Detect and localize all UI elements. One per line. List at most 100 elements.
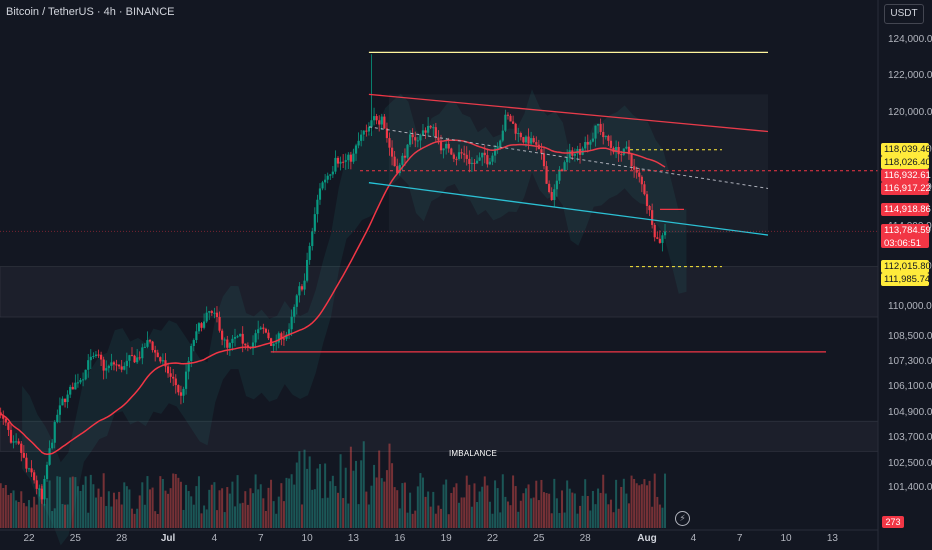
volume-bar xyxy=(277,496,280,528)
candle-body xyxy=(197,323,201,332)
volume-bar xyxy=(259,484,262,528)
volume-bar xyxy=(102,473,105,528)
volume-bar xyxy=(151,487,154,528)
volume-bar xyxy=(285,477,288,528)
candle-body xyxy=(143,346,146,348)
volume-bar xyxy=(293,484,296,528)
candle-body xyxy=(393,156,396,167)
price-tick-label: 120,000.00 xyxy=(888,106,932,118)
volume-bar xyxy=(316,468,319,528)
volume-bar xyxy=(112,492,115,528)
candle-body xyxy=(401,155,404,165)
candle-body xyxy=(558,169,561,181)
time-tick-label: 13 xyxy=(826,533,838,544)
candle-body xyxy=(501,130,504,141)
volume-bar xyxy=(597,488,600,528)
volume-bar xyxy=(94,497,97,528)
bolt-icon[interactable]: ⚡ xyxy=(675,511,690,526)
candle-body xyxy=(596,124,600,126)
candle-body xyxy=(594,125,597,139)
time-tick-label: 28 xyxy=(116,533,128,544)
candle-body xyxy=(661,235,664,243)
candle-body xyxy=(493,148,497,156)
price-tick-label: 106,100.00 xyxy=(888,381,932,393)
volume-bar xyxy=(424,496,427,528)
volume-bar xyxy=(646,485,648,528)
candle-body xyxy=(313,214,316,232)
volume-bar xyxy=(107,491,110,528)
volume-bar xyxy=(213,482,216,528)
volume-bar xyxy=(143,504,146,528)
volume-bar xyxy=(267,487,270,528)
volume-bar xyxy=(380,478,383,528)
candle-body xyxy=(203,321,206,328)
imbalance-label: IMBALANCE xyxy=(449,449,498,458)
volume-bar xyxy=(270,479,273,528)
volume-bar xyxy=(355,460,358,528)
currency-button[interactable]: USDT xyxy=(884,4,924,24)
candle-body xyxy=(383,116,386,129)
candle-body xyxy=(427,125,430,133)
candle-body xyxy=(123,366,126,370)
volume-bar xyxy=(664,473,667,528)
candle-body xyxy=(434,127,437,138)
candle-body xyxy=(154,350,157,353)
volume-bar xyxy=(367,504,370,528)
candle-body xyxy=(388,138,391,148)
candle-body xyxy=(61,398,64,406)
volume-bar xyxy=(455,483,458,528)
candle-body xyxy=(357,140,360,146)
candle-body xyxy=(195,331,198,341)
candle-body xyxy=(651,210,654,225)
candle-body xyxy=(262,327,265,329)
volume-bar xyxy=(398,508,401,528)
candle-body xyxy=(226,339,229,348)
volume-bar xyxy=(548,493,551,528)
symbol-title[interactable]: Bitcoin / TetherUS · 4h · BINANCE xyxy=(6,6,175,18)
volume-bar xyxy=(236,475,239,528)
volume-bar xyxy=(15,500,18,528)
volume-bar xyxy=(215,510,218,528)
candle-body xyxy=(110,362,113,366)
volume-bar xyxy=(234,506,236,528)
volume-bar xyxy=(661,507,664,528)
candle-body xyxy=(573,153,576,156)
candle-body xyxy=(45,464,49,479)
volume-bar xyxy=(421,477,424,528)
candle-body xyxy=(527,136,530,144)
candle-body xyxy=(648,205,651,211)
volume-bar xyxy=(638,485,641,528)
candle-body xyxy=(179,392,183,396)
price-tick-label: 108,500.00 xyxy=(888,331,932,343)
candle-body xyxy=(89,356,92,361)
volume-bar xyxy=(329,481,332,528)
candle-body xyxy=(424,130,427,133)
volume-bar xyxy=(125,486,128,528)
candle-body xyxy=(602,131,605,138)
candle-body xyxy=(298,286,301,296)
volume-bar xyxy=(563,512,566,528)
volume-bar xyxy=(615,479,618,528)
time-tick-label: Aug xyxy=(637,533,657,544)
volume-bar xyxy=(205,509,208,528)
candle-body xyxy=(223,339,226,341)
time-tick-label: 10 xyxy=(301,533,313,544)
volume-bar xyxy=(46,498,49,528)
volume-bar xyxy=(306,468,309,528)
volume-bar xyxy=(192,504,195,528)
candle-body xyxy=(53,422,56,443)
volume-bar xyxy=(275,513,278,528)
candle-body xyxy=(112,362,116,365)
volume-bar xyxy=(509,505,512,528)
volume-bar xyxy=(537,500,540,528)
volume-bar xyxy=(118,491,121,528)
volume-bar xyxy=(470,506,473,528)
volume-bar xyxy=(535,480,538,528)
time-tick-label: 28 xyxy=(579,533,591,544)
candle-body xyxy=(336,157,340,164)
volume-bar xyxy=(308,456,311,528)
price-tick-label: 110,000.00 xyxy=(888,300,932,312)
volume-bar xyxy=(61,504,64,528)
volume-bar xyxy=(494,480,497,528)
